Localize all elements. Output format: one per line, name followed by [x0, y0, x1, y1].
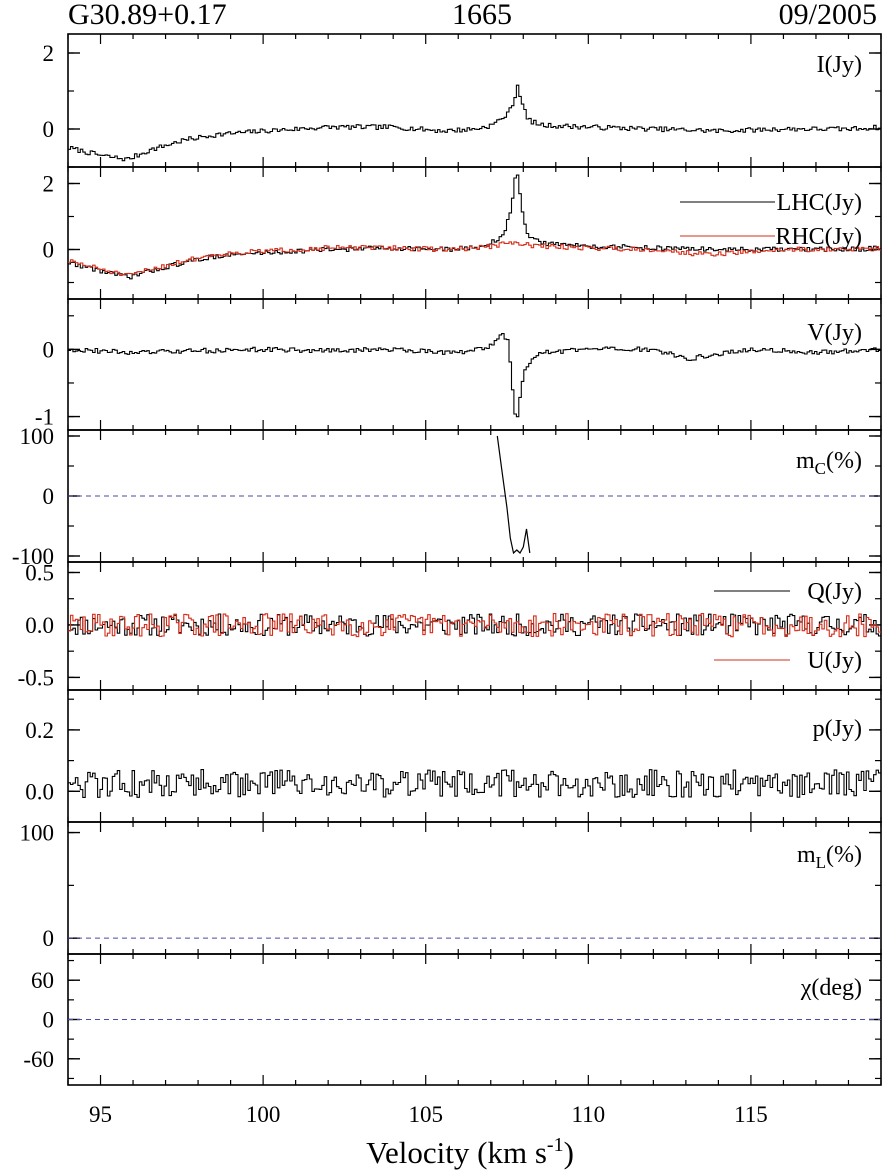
- panel-V: -1 0 V(Jy): [35, 298, 882, 431]
- panel-label-chi: χ(deg): [800, 975, 862, 1001]
- series-line: [68, 241, 881, 276]
- panel-frame: [67, 821, 882, 955]
- x-tick-label: 110: [571, 1102, 605, 1127]
- panel-mc: -100 0 100 mC(%): [12, 424, 882, 569]
- y-tick-label: 0: [43, 337, 55, 362]
- panel-label-mc: mC(%): [796, 448, 862, 478]
- y-tick-label: 2: [43, 172, 55, 197]
- y-tick-label: 0.0: [25, 779, 54, 804]
- y-tick-label: 0.5: [25, 560, 54, 585]
- y-tick-label: 0: [43, 117, 55, 142]
- legend-label-lhc: LHC(Jy): [777, 190, 862, 216]
- x-tick-label: 105: [408, 1102, 443, 1127]
- panel-frame: [67, 689, 882, 823]
- y-tick-label: -1: [35, 405, 54, 430]
- panel-QU: -0.5 0.0 0.5 Q(Jy) U(Jy): [18, 560, 882, 691]
- y-tick-label: -100: [12, 544, 54, 569]
- series-line: [68, 613, 881, 638]
- panel-label-mL: mL(%): [797, 842, 862, 872]
- y-tick-label: 2: [43, 41, 55, 66]
- x-tick-label: 95: [89, 1102, 112, 1127]
- series-line: [68, 769, 881, 798]
- panel-frame: [67, 298, 882, 431]
- panel-chi: -60 0 60 χ(deg): [23, 953, 882, 1086]
- date-label: 09/2005: [779, 0, 877, 31]
- panel-mL: 0 100 mL(%): [20, 821, 882, 955]
- y-tick-label: 0: [43, 1008, 55, 1033]
- panel-frame: [67, 33, 882, 168]
- panel-label-p: p(Jy): [813, 716, 862, 742]
- series-line: [496, 435, 531, 555]
- panels-group: 0 2 I(Jy) 0 2 LHC(Jy) RHC(Jy) -1 0 V(Jy) -100 0 100 m…: [12, 33, 882, 1127]
- y-tick-label: 0: [43, 238, 55, 263]
- frequency-label: 1665: [452, 0, 512, 31]
- panel-label-I: I(Jy): [817, 52, 862, 78]
- series-line: [68, 84, 881, 162]
- x-axis-label: Velocity (km s-1): [366, 1134, 574, 1170]
- legend-label-rhc: RHC(Jy): [775, 224, 862, 250]
- legend-label-q: Q(Jy): [807, 579, 862, 605]
- y-tick-label: 0: [43, 926, 55, 951]
- y-tick-label: 100: [20, 424, 55, 449]
- y-tick-label: 0.2: [25, 718, 54, 743]
- y-tick-label: 0.0: [25, 613, 54, 638]
- x-tick-label: 100: [246, 1102, 281, 1127]
- y-tick-label: 60: [31, 968, 54, 993]
- panel-label-V: V(Jy): [807, 320, 862, 346]
- series-line: [68, 333, 881, 418]
- y-tick-label: -60: [23, 1047, 54, 1072]
- x-tick-label: 115: [734, 1102, 768, 1127]
- panel-frame: [67, 166, 882, 300]
- panel-p: 0.0 0.2 p(Jy): [25, 689, 882, 823]
- y-tick-label: 100: [20, 821, 55, 846]
- source-name: G30.89+0.17: [68, 0, 227, 31]
- series-line: [68, 174, 881, 280]
- y-tick-label: 0: [43, 484, 55, 509]
- y-tick-label: -0.5: [18, 665, 54, 690]
- legend-label-u: U(Jy): [807, 648, 862, 674]
- panel-I: 0 2 I(Jy): [43, 33, 882, 168]
- panel-circ: 0 2 LHC(Jy) RHC(Jy): [43, 166, 882, 300]
